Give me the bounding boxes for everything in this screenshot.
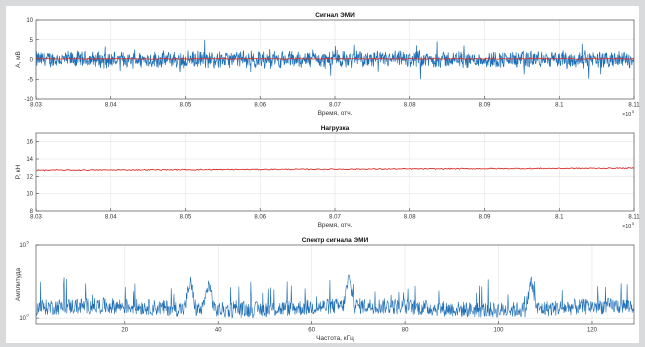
y-tick-label: -5 <box>28 77 34 83</box>
axes-frame <box>35 19 635 100</box>
axes-background <box>36 245 634 324</box>
y-tick-label: -10 <box>24 97 33 103</box>
x-tick-label: 8.06 <box>254 215 266 221</box>
subplot-title: Спектр сигнала ЭМИ <box>302 237 369 244</box>
x-tick-label: 8.03 <box>30 103 42 109</box>
x-tick-label: 8.06 <box>254 103 266 109</box>
y-tick-label: 10 <box>26 18 33 24</box>
x-tick-label: 8.07 <box>329 215 341 221</box>
y-tick-exponent: 0 <box>27 313 30 318</box>
y-tick-label: 10 <box>19 316 26 322</box>
y-tick-label: 10 <box>19 243 26 249</box>
x-tick-label: 8.11 <box>628 103 640 109</box>
y-axis-label: Амплитуда <box>15 268 22 302</box>
x-tick-label: 8.04 <box>105 103 117 109</box>
x-tick-label: 20 <box>121 328 128 334</box>
x-exponent-label: ×10 <box>622 224 631 230</box>
axes-frame <box>35 132 635 212</box>
x-exponent-value: 5 <box>632 109 635 114</box>
subplot-title: Нагрузка <box>321 125 350 132</box>
x-tick-label: 8.03 <box>30 215 42 221</box>
y-axis-label: P, кН <box>15 164 22 179</box>
y-axis-label: A, мВ <box>15 51 22 68</box>
y-tick-label: 0 <box>30 58 34 64</box>
x-axis-label: Время, отч. <box>318 222 353 229</box>
x-tick-label: 8.1 <box>555 215 564 221</box>
x-exponent-label: ×10 <box>622 112 631 118</box>
x-tick-label: 8.05 <box>180 103 192 109</box>
y-tick-label: 10 <box>26 192 33 198</box>
subplot-title: Сигнал ЭМИ <box>315 12 355 19</box>
x-tick-label: 40 <box>215 328 222 334</box>
series-line-spectrum <box>36 274 634 319</box>
y-tick-label: 5 <box>30 38 34 44</box>
x-exponent-value: 5 <box>632 221 635 226</box>
y-tick-exponent: 5 <box>27 240 30 245</box>
x-axis-label: Частота, кГц <box>316 335 354 342</box>
x-tick-label: 60 <box>308 328 315 334</box>
x-tick-label: 100 <box>494 328 505 334</box>
x-tick-label: 8.11 <box>628 215 640 221</box>
x-tick-label: 8.04 <box>105 215 117 221</box>
x-tick-label: 8.07 <box>329 103 341 109</box>
y-tick-label: 14 <box>26 157 33 163</box>
y-tick-label: 8 <box>30 209 34 215</box>
axes-frame <box>35 244 635 325</box>
x-tick-label: 8.09 <box>479 103 491 109</box>
x-tick-label: 8.08 <box>404 215 416 221</box>
y-tick-label: 16 <box>26 140 33 146</box>
series-line-load <box>36 167 634 172</box>
x-tick-label: 8.1 <box>555 103 564 109</box>
series-line-mean <box>36 57 634 60</box>
subplot-1: 8.03 8.04 8.05 8.06 8.07 8.08 8.09 8.1 8.11 -10 -5… <box>15 12 640 118</box>
x-axis-label: Время, отч. <box>318 110 353 117</box>
subplot-2: 8.03 8.04 8.05 8.06 8.07 8.08 8.09 8.1 8.11 8 10 12… <box>15 125 640 230</box>
x-tick-label: 120 <box>587 328 598 334</box>
x-tick-label: 8.09 <box>479 215 491 221</box>
y-tick-label: 12 <box>26 174 33 180</box>
x-tick-label: 8.05 <box>180 215 192 221</box>
x-tick-label: 8.08 <box>404 103 416 109</box>
x-tick-label: 80 <box>402 328 409 334</box>
